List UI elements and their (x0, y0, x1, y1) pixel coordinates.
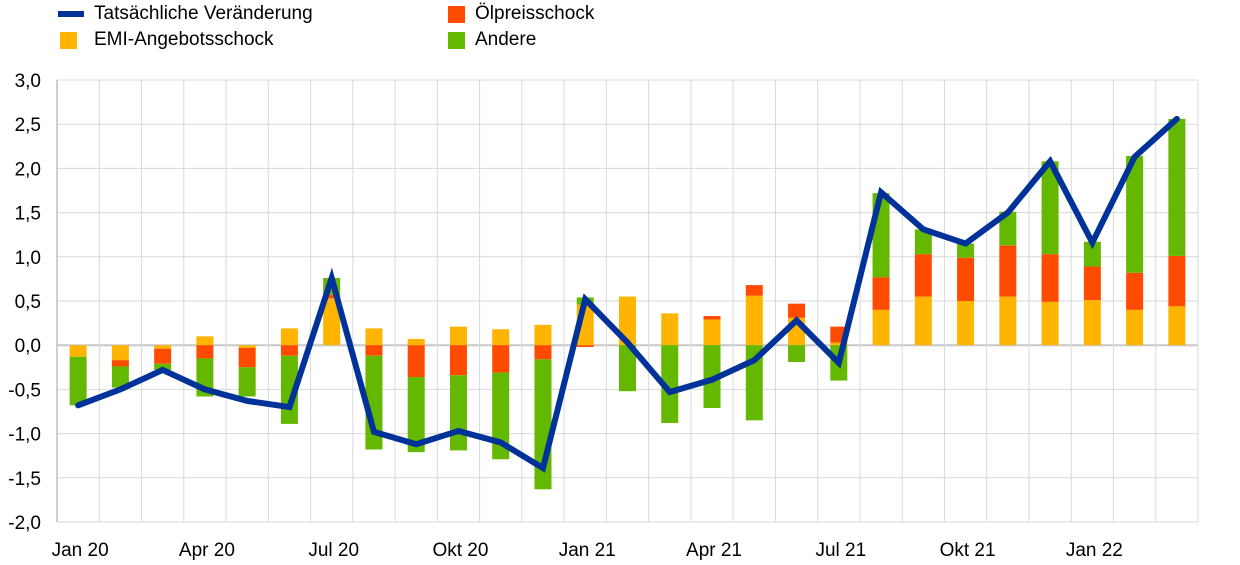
bar-segment (619, 296, 636, 346)
legend: Tatsächliche Veränderung Ölpreisschock E… (0, 0, 1240, 60)
y-tick-label: -1,0 (8, 425, 41, 446)
y-tick-label: 2,5 (15, 115, 41, 136)
bar-segment (1083, 266, 1101, 301)
bar-segment (1041, 254, 1059, 302)
bar-segment (196, 345, 214, 359)
legend-label: Ölpreisschock (475, 3, 595, 24)
bar-segment (1083, 300, 1101, 346)
legend-item-oil: Ölpreisschock (448, 3, 594, 25)
bar-segment (999, 211, 1017, 246)
bar-segment (661, 345, 679, 423)
bar-segment (1126, 156, 1144, 273)
x-tick-label: Apr 21 (686, 540, 742, 561)
x-tick-label: Jan 20 (52, 540, 109, 561)
x-tick-label: Jul 20 (308, 540, 359, 561)
bar-segment (492, 329, 510, 346)
bar-segment (407, 345, 425, 378)
legend-box-swatch (448, 31, 465, 49)
y-tick-label: -0,5 (8, 380, 41, 401)
y-tick-label: 0,5 (15, 292, 41, 313)
bar-segment (111, 366, 129, 388)
bar-segment (365, 328, 383, 346)
x-tick-label: Jan 22 (1066, 540, 1123, 561)
bar-segment (745, 285, 763, 296)
bar-segment (999, 296, 1017, 346)
bar-segment (788, 303, 806, 318)
legend-label: Andere (475, 29, 537, 50)
legend-box-swatch (448, 5, 465, 23)
bar-segment (1041, 301, 1059, 346)
bar-segment (492, 372, 510, 460)
bar-segment (323, 294, 341, 299)
bar-segment (957, 301, 975, 346)
bar-segment (1041, 161, 1059, 255)
bar-segment (280, 345, 298, 356)
y-tick-label: 0,0 (15, 336, 41, 357)
bar-segment (492, 345, 510, 373)
y-tick-label: 1,5 (15, 204, 41, 225)
bar-segment (407, 339, 425, 346)
bar-segment (914, 296, 932, 346)
y-tick-label: 2,0 (15, 159, 41, 180)
bar-segment (280, 328, 298, 346)
bar-segment (999, 245, 1017, 297)
bar-segment (957, 243, 975, 258)
bar-segment (154, 345, 172, 349)
bar-segment (914, 229, 932, 255)
bar-segment (323, 298, 341, 346)
bar-segment (534, 324, 552, 346)
legend-box-swatch (60, 31, 77, 49)
bar-segment (872, 309, 890, 346)
bar-segment (914, 254, 932, 297)
bar-segment (872, 277, 890, 310)
bar-segment (449, 375, 467, 451)
bar-segment (576, 345, 594, 347)
bar-segment (957, 257, 975, 301)
y-tick-label: -1,5 (8, 469, 41, 490)
bar-segment (703, 319, 721, 346)
x-tick-label: Jan 21 (559, 540, 616, 561)
actual-change-line (75, 115, 1180, 473)
bar-segment (1168, 255, 1186, 307)
legend-item-actual: Tatsächliche Veränderung (58, 3, 313, 25)
bar-segment (238, 345, 256, 348)
legend-line-swatch (58, 11, 84, 17)
x-tick-label: Jul 21 (815, 540, 866, 561)
y-tick-label: 3,0 (15, 71, 41, 92)
bar-segment (830, 342, 848, 346)
bar-segment (661, 313, 679, 346)
bar-segment (788, 345, 806, 362)
bar-segment (407, 377, 425, 453)
bar-segment (238, 367, 256, 397)
legend-item-other: Andere (448, 29, 536, 51)
bar-segment (534, 345, 552, 360)
bar-segment (196, 336, 214, 346)
bar-segment (619, 345, 636, 392)
bar-segment (365, 345, 383, 356)
legend-label: Tatsächliche Veränderung (94, 3, 313, 24)
bar-segment (745, 295, 763, 346)
y-tick-label: 1,0 (15, 248, 41, 269)
bar-segment (154, 348, 172, 364)
legend-item-pmi: EMI-Angebotsschock (58, 29, 274, 51)
bar-segment (1168, 118, 1186, 256)
bar-segment (69, 356, 87, 406)
y-tick-label: -2,0 (8, 513, 41, 534)
x-tick-label: Apr 20 (179, 540, 235, 561)
bar-segment (449, 326, 467, 346)
bar-segment (111, 345, 129, 361)
bar-segment (238, 347, 256, 368)
x-tick-label: Okt 21 (940, 540, 996, 561)
bar-segment (111, 360, 129, 367)
bar-segment (1083, 241, 1101, 267)
bar-segment (449, 345, 467, 376)
bar-segment (69, 345, 87, 357)
bar-segment (703, 316, 721, 320)
legend-label: EMI-Angebotsschock (94, 29, 274, 50)
bar-segment (1126, 309, 1144, 346)
x-tick-label: Okt 20 (432, 540, 488, 561)
bar-segment (1126, 272, 1144, 310)
bar-segment (1168, 306, 1186, 346)
